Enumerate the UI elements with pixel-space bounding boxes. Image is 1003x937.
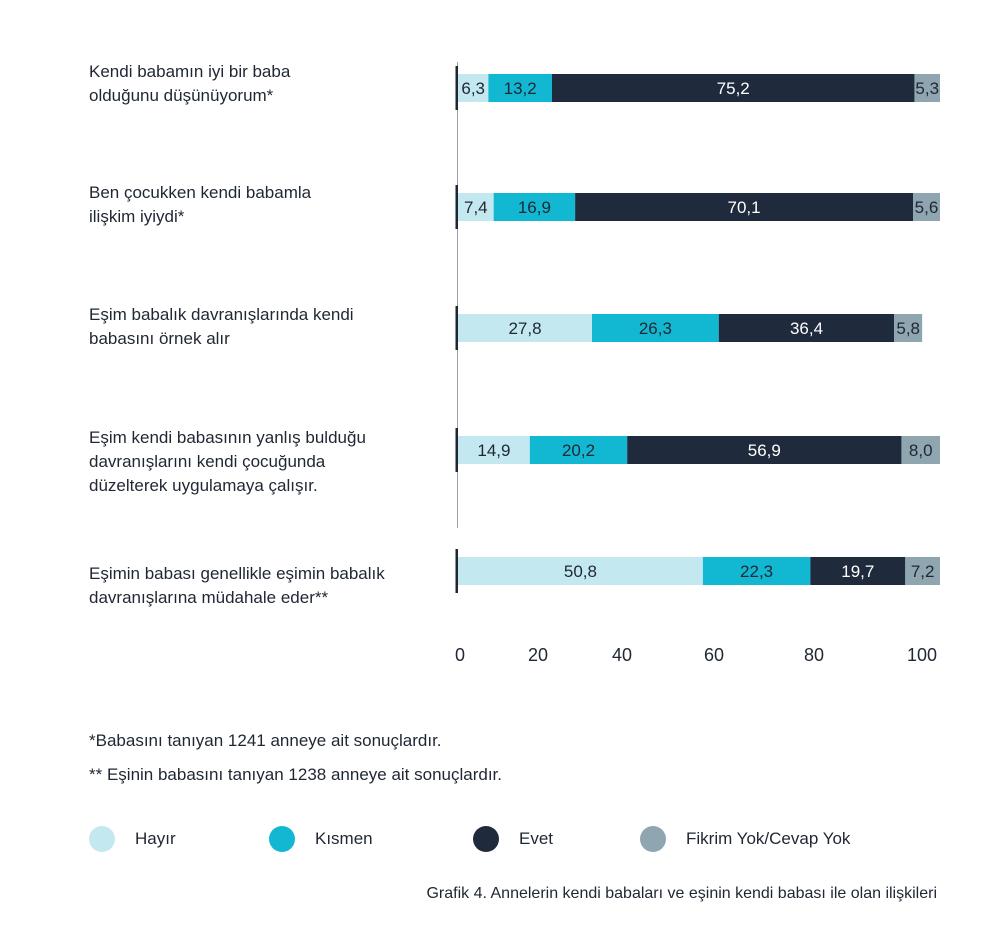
bar-segment-2-3 (575, 193, 914, 221)
row-marker-2 (455, 185, 458, 229)
footnote-2: ** Eşinin babasını tanıyan 1238 anneye a… (89, 765, 503, 784)
bar-segment-5-4 (905, 557, 940, 585)
data-label-4-1: 14,9 (477, 441, 510, 460)
bar-segment-3-4 (894, 314, 923, 342)
category-label-1: Kendi babamın iyi bir baba olduğunu düşün… (89, 62, 291, 105)
data-label-3-4: 5,8 (896, 319, 920, 338)
data-label-3-3: 36,4 (790, 319, 823, 338)
x-tick-label-20: 20 (528, 645, 548, 665)
category-label-4: Eşim kendi babasının yanlış bulduğu davra… (89, 428, 366, 495)
bar-segment-1-3 (551, 74, 915, 102)
legend-swatch-fikrim-yok (640, 826, 666, 852)
stacked-bar-chart: 6,3 13,2 75,2 5,3 7,4 16,9 70,1 5,6 27,8 26,3 36,4… (455, 62, 940, 665)
x-tick-label-40: 40 (612, 645, 632, 665)
data-label-3-2: 26,3 (639, 319, 672, 338)
data-label-2-4: 5,6 (915, 198, 939, 217)
row-marker-3 (455, 306, 458, 350)
data-label-1-2: 13,2 (504, 79, 537, 98)
x-tick-label-100: 100 (907, 645, 937, 665)
x-tick-label-80: 80 (804, 645, 824, 665)
bar-segment-5-3 (810, 557, 906, 585)
data-label-2-3: 70,1 (728, 198, 761, 217)
data-label-4-3: 56,9 (748, 441, 781, 460)
category-label-2: Ben çocukken kendi babamla ilişkim iyiydi… (89, 183, 312, 226)
legend-label-evet: Evet (519, 829, 554, 848)
legend-swatch-kismen (269, 826, 295, 852)
legend-swatch-hayir (89, 826, 115, 852)
bar-segment-1-4 (914, 74, 940, 102)
data-label-5-2: 22,3 (740, 562, 773, 581)
legend-label-fikrim-yok: Fikrim Yok/Cevap Yok (686, 829, 851, 848)
category-label-3: Eşim babalık davranışlarında kendi babası… (89, 305, 354, 348)
bar-segment-5-1 (458, 557, 703, 585)
legend-item-evet: Evet (473, 825, 553, 853)
bar-segment-5-2 (702, 557, 811, 585)
data-label-3-1: 27,8 (508, 319, 541, 338)
bar-segment-2-4 (913, 193, 940, 221)
data-label-2-2: 16,9 (518, 198, 551, 217)
legend-label-kismen: Kısmen (315, 829, 373, 848)
bar-segment-4-4 (901, 436, 940, 464)
data-label-2-1: 7,4 (464, 198, 488, 217)
category-label-5: Eşimin babası genellikle eşimin babalık d… (89, 564, 385, 607)
data-label-1-4: 5,3 (915, 79, 939, 98)
bar-segment-3-1 (458, 314, 592, 342)
bar-segment-3-2 (591, 314, 719, 342)
legend-item-hayir: Hayır (89, 825, 176, 853)
legend-label-hayir: Hayır (135, 829, 176, 848)
legend-item-fikrim-yok: Fikrim Yok/Cevap Yok (640, 825, 850, 853)
x-tick-label-0: 0 (455, 645, 465, 665)
chart-caption: Grafik 4. Annelerin kendi babaları ve eş… (426, 885, 937, 902)
row-marker-5 (455, 549, 458, 593)
data-label-1-1: 6,3 (461, 79, 485, 98)
bar-segment-4-1 (458, 436, 530, 464)
legend-swatch-evet (473, 826, 499, 852)
bar-segment-2-2 (493, 193, 576, 221)
bar-segment-4-2 (529, 436, 628, 464)
data-label-5-4: 7,2 (911, 562, 935, 581)
bar-segment-4-3 (627, 436, 902, 464)
data-label-4-4: 8,0 (909, 441, 933, 460)
data-label-4-2: 20,2 (562, 441, 595, 460)
data-label-5-3: 19,7 (841, 562, 874, 581)
row-marker-4 (455, 428, 458, 472)
bar-segment-3-3 (718, 314, 895, 342)
row-marker-1 (455, 66, 458, 110)
bar-segment-1-1 (458, 74, 489, 102)
footnote-1: *Babasını tanıyan 1241 anneye ait sonuçl… (89, 731, 442, 750)
legend-item-kismen: Kısmen (269, 825, 373, 853)
x-tick-label-60: 60 (704, 645, 724, 665)
bar-segment-1-2 (488, 74, 552, 102)
data-label-1-3: 75,2 (717, 79, 750, 98)
bar-segment-2-1 (458, 193, 494, 221)
data-label-5-1: 50,8 (564, 562, 597, 581)
